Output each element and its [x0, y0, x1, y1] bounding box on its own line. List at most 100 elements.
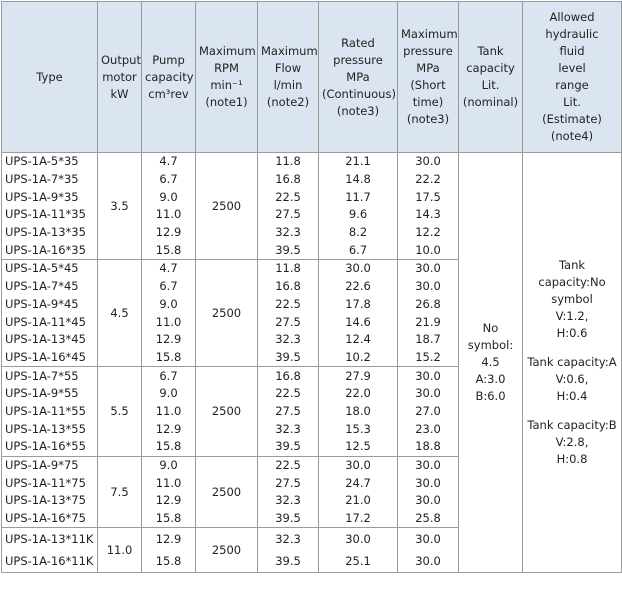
header-cell: Tank capacity Lit. (nominal)	[458, 1, 523, 153]
max-cell: 30.0	[397, 455, 459, 475]
header-line: Type	[36, 69, 63, 84]
flow-cell: 16.8	[257, 366, 319, 385]
capacity-cell: 6.7	[141, 366, 196, 385]
header-line: (note4)	[550, 129, 594, 143]
flow-cell: 22.5	[257, 188, 319, 207]
capacity-cell: 6.7	[141, 277, 196, 296]
rated-cell: 24.7	[318, 474, 398, 493]
header-line: (note2)	[266, 95, 310, 109]
capacity-cell: 9.0	[141, 384, 196, 403]
max-cell: 30.0	[397, 151, 459, 171]
data-row: UPS-1A-11*45 11.0 27.5 14.6 21.9	[1, 313, 622, 331]
level-line: symbol	[551, 292, 593, 307]
data-row: UPS-1A-11*75 11.0 27.5 24.7 30.0	[1, 474, 622, 493]
header-row: Type Output motor kW Pump capacity cm³rev Maxim…	[1, 1, 622, 153]
capacity-cell: 11.0	[141, 206, 196, 224]
level-line: Tank capacity:B	[527, 418, 617, 433]
type-cell: UPS-1A-13*55	[1, 420, 98, 438]
max-cell: 18.7	[397, 330, 459, 349]
header-line: level	[558, 61, 586, 75]
header-cell: Allowed hydraulic fluid level range Lit. (Esti…	[522, 1, 622, 153]
max-cell: 30.0	[397, 474, 459, 493]
tank-line: No	[482, 321, 499, 336]
flow-cell: 22.5	[257, 295, 319, 314]
max-cell: 10.0	[397, 241, 459, 261]
data-row: UPS-1A-5*45 4.5 4.7 2500 11.8 30.0 30.0	[1, 259, 622, 368]
type-cell: UPS-1A-16*55	[1, 438, 98, 457]
header-line: Rated	[341, 35, 375, 50]
capacity-cell: 4.7	[141, 259, 196, 278]
header-line: Flow	[274, 61, 302, 75]
flow-cell: 11.8	[257, 151, 319, 171]
max-cell: 30.0	[397, 277, 459, 296]
max-cell: 30.0	[397, 550, 459, 574]
spec-table: Type Output motor kW Pump capacity cm³rev Maxim…	[1, 1, 622, 574]
header-line: Maximum	[401, 27, 458, 41]
data-row: UPS-1A-9*45 9.0 22.5 17.8 26.8	[1, 295, 622, 314]
flow-cell: 32.3	[257, 223, 319, 242]
data-row: UPS-1A-13*45 12.9 32.3 12.4 18.7	[1, 330, 622, 349]
header-line: (Continuous)	[322, 86, 396, 101]
rated-cell: 11.7	[318, 188, 398, 207]
header-line: pressure	[333, 52, 383, 67]
max-cell: 23.0	[397, 420, 459, 438]
data-row: UPS-1A-5*35 3.5 4.7 2500 11.8 21.1 30.0 No symbo…	[1, 151, 622, 574]
max-cell: 12.2	[397, 223, 459, 242]
flow-cell: 39.5	[257, 348, 319, 368]
header-cell: Maximum Flow l/min (note2)	[257, 1, 319, 153]
header-line: Allowed	[549, 10, 595, 24]
data-row: UPS-1A-16*75 15.8 39.5 17.2 25.8	[1, 509, 622, 529]
header-cell: Type	[1, 1, 98, 153]
type-cell: UPS-1A-7*55	[1, 366, 98, 385]
capacity-cell: 12.9	[141, 527, 196, 551]
header-line: (note3)	[406, 112, 450, 126]
rpm-cell: 2500	[195, 527, 258, 574]
output-cell: 5.5	[97, 366, 142, 457]
flow-cell: 39.5	[257, 438, 319, 457]
capacity-cell: 12.9	[141, 223, 196, 242]
max-cell: 26.8	[397, 295, 459, 314]
type-cell: UPS-1A-7*35	[1, 170, 98, 189]
capacity-cell: 15.8	[141, 509, 196, 529]
rated-cell: 22.6	[318, 277, 398, 296]
capacity-cell: 15.8	[141, 241, 196, 261]
type-cell: UPS-1A-13*45	[1, 330, 98, 349]
rated-cell: 30.0	[318, 527, 398, 551]
data-row: UPS-1A-11*55 11.0 27.5 18.0 27.0	[1, 402, 622, 421]
tank-line: A:3.0	[475, 372, 506, 387]
rated-cell: 30.0	[318, 455, 398, 475]
data-row: UPS-1A-16*11K 15.8 39.5 25.1 30.0	[1, 550, 622, 574]
header-line: cm³rev	[148, 86, 189, 101]
level-line: Tank	[558, 258, 586, 273]
tank-cell: No symbol: 4.5 A:3.0 B:6.0	[458, 151, 523, 574]
type-cell: UPS-1A-7*45	[1, 277, 98, 296]
type-cell: UPS-1A-16*45	[1, 348, 98, 368]
type-cell: UPS-1A-11*35	[1, 206, 98, 224]
rpm-cell: 2500	[195, 366, 258, 457]
header-line: time)	[412, 95, 444, 109]
data-row: UPS-1A-9*75 7.5 9.0 2500 22.5 30.0 30.0	[1, 455, 622, 529]
level-line: H:0.4	[556, 389, 588, 404]
type-cell: UPS-1A-16*11K	[1, 550, 98, 574]
flow-cell: 27.5	[257, 313, 319, 331]
header-line: (nominal)	[462, 95, 519, 109]
tank-line: B:6.0	[475, 389, 506, 404]
capacity-cell: 12.9	[141, 330, 196, 349]
flow-cell: 27.5	[257, 206, 319, 224]
rated-cell: 14.8	[318, 170, 398, 189]
capacity-cell: 11.0	[141, 402, 196, 421]
tank-line: symbol:	[467, 338, 514, 353]
data-row: UPS-1A-7*35 6.7 16.8 14.8 22.2	[1, 170, 622, 189]
data-row: UPS-1A-13*55 12.9 32.3 15.3 23.0	[1, 420, 622, 438]
capacity-cell: 11.0	[141, 313, 196, 331]
level-line: capacity:No	[538, 275, 606, 290]
flow-cell: 27.5	[257, 402, 319, 421]
capacity-cell: 15.8	[141, 550, 196, 574]
header-line: (note1)	[205, 95, 248, 109]
rated-cell: 22.0	[318, 384, 398, 403]
rated-cell: 17.8	[318, 295, 398, 314]
table-body: UPS-1A-5*35 3.5 4.7 2500 11.8 21.1 30.0 No symbo…	[1, 151, 622, 574]
max-cell: 30.0	[397, 527, 459, 551]
rated-cell: 15.3	[318, 420, 398, 438]
header-line: hydraulic	[545, 27, 599, 41]
